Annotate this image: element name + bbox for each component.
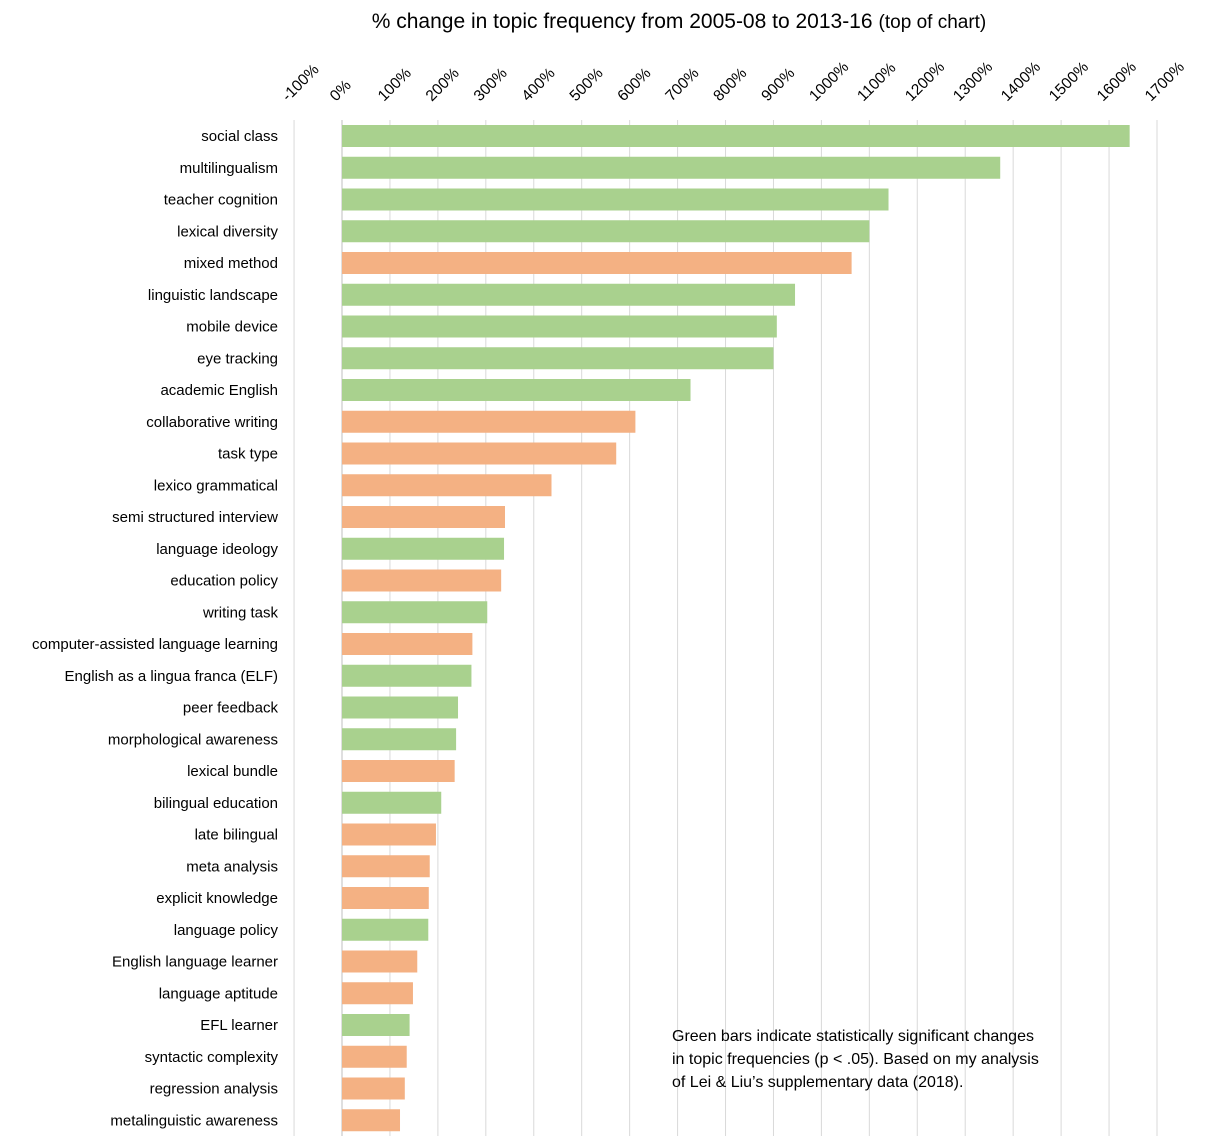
category-label: peer feedback <box>183 700 279 717</box>
category-label: semi structured interview <box>112 509 278 526</box>
bar <box>342 252 852 274</box>
bar <box>342 1014 410 1036</box>
x-tick-label: 600% <box>614 65 654 105</box>
category-label: education policy <box>170 573 278 590</box>
bar <box>342 220 870 243</box>
x-tick-label: 1600% <box>1094 59 1140 105</box>
category-label: EFL learner <box>200 1017 278 1034</box>
x-tick-label: 900% <box>758 65 798 105</box>
category-label: mixed method <box>184 255 278 272</box>
x-tick-label: 1200% <box>902 59 948 105</box>
category-label: meta analysis <box>186 858 278 875</box>
bar <box>342 1077 405 1100</box>
category-label: explicit knowledge <box>156 890 278 907</box>
category-label: computer-assisted language learning <box>32 636 278 653</box>
bars <box>342 125 1130 1132</box>
category-label: lexical diversity <box>177 223 278 240</box>
chart-subtitle: (top of chart) <box>879 12 987 33</box>
category-label: English language learner <box>112 954 278 971</box>
category-labels: social class multilingualism teacher cogni… <box>32 128 278 1129</box>
category-label: regression analysis <box>150 1081 278 1098</box>
category-label: bilingual education <box>154 795 278 812</box>
category-label: eye tracking <box>197 350 278 367</box>
bar <box>342 188 889 211</box>
category-label: metalinguistic awareness <box>110 1112 278 1129</box>
annotation-line: in topic frequencies (p < .05). Based on… <box>672 1051 1039 1068</box>
x-tick-label: 1100% <box>854 59 899 104</box>
category-label: social class <box>201 128 278 145</box>
bar <box>342 696 459 719</box>
bar <box>342 283 796 306</box>
bar <box>342 855 430 878</box>
bar <box>342 537 505 560</box>
chart-title-main: % change in topic frequency from 2005-08… <box>372 10 873 33</box>
bar <box>342 474 552 497</box>
category-label: task type <box>218 446 278 463</box>
bar <box>342 569 502 592</box>
bar <box>342 315 777 338</box>
bar <box>342 506 505 528</box>
bar <box>342 664 472 687</box>
x-tick-label: -100% <box>279 61 323 105</box>
category-label: teacher cognition <box>164 192 278 209</box>
x-tick-label: 1000% <box>806 59 852 105</box>
bar <box>342 601 488 624</box>
category-label: English as a lingua franca (ELF) <box>65 668 278 685</box>
x-axis-ticks: -100% 0% 100% 200% 300% 400% 500% 600% 700% 800% 9… <box>279 59 1188 105</box>
bar <box>342 982 413 1005</box>
category-label: language policy <box>174 922 279 939</box>
category-label: late bilingual <box>195 827 278 844</box>
bar <box>342 760 455 782</box>
category-label: language aptitude <box>159 985 278 1002</box>
category-label: lexical bundle <box>187 763 278 780</box>
x-tick-label: 0% <box>327 77 355 105</box>
category-label: linguistic landscape <box>148 287 278 304</box>
x-tick-label: 1400% <box>998 59 1044 105</box>
bar <box>342 950 418 973</box>
x-tick-label: 1700% <box>1142 59 1188 105</box>
x-tick-label: 1500% <box>1046 59 1092 105</box>
x-tick-label: 400% <box>519 65 559 105</box>
bar <box>342 379 691 401</box>
x-tick-label: 1300% <box>950 59 996 105</box>
bar <box>342 633 473 655</box>
category-label: mobile device <box>186 319 278 336</box>
category-label: multilingualism <box>180 160 278 177</box>
category-label: language ideology <box>156 541 278 558</box>
bar <box>342 156 1001 179</box>
category-label: lexico grammatical <box>154 477 278 494</box>
bar <box>342 823 436 846</box>
category-label: collaborative writing <box>146 414 278 431</box>
bar <box>342 347 774 370</box>
x-tick-label: 800% <box>710 65 750 105</box>
chart-annotation: Green bars indicate statistically signif… <box>672 1028 1043 1091</box>
bar <box>342 918 429 941</box>
bar <box>342 442 617 465</box>
bar <box>342 1109 401 1132</box>
bar <box>342 410 636 433</box>
category-label: morphological awareness <box>108 731 278 748</box>
bar <box>342 1045 407 1068</box>
category-label: syntactic complexity <box>145 1049 279 1066</box>
x-tick-label: 500% <box>567 65 607 105</box>
x-tick-label: 700% <box>662 65 702 105</box>
bar <box>342 125 1130 147</box>
bar <box>342 791 442 814</box>
bar <box>342 728 457 751</box>
x-tick-label: 300% <box>471 65 511 105</box>
x-tick-label: 200% <box>423 65 463 105</box>
annotation-line: of Lei & Liu’s supplementary data (2018)… <box>672 1074 963 1091</box>
bar <box>342 887 429 909</box>
chart-title: % change in topic frequency from 2005-08… <box>372 10 987 33</box>
category-label: academic English <box>160 382 278 399</box>
annotation-line: Green bars indicate statistically signif… <box>672 1028 1034 1045</box>
category-label: writing task <box>202 604 279 621</box>
x-tick-label: 100% <box>375 65 415 105</box>
